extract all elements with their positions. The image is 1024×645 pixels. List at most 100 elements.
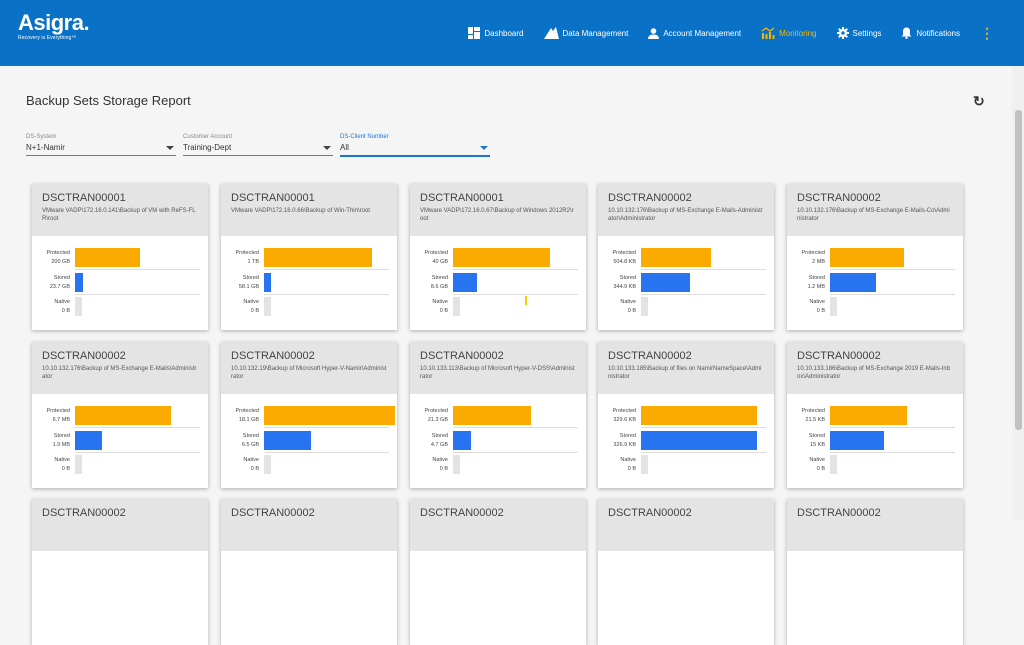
card-backup-set-path: 10.10.132.176\Backup of MS-Exchange E-Ma… [797, 208, 950, 222]
row-divider [641, 452, 766, 453]
nav-monitoring-label: Monitoring [779, 28, 817, 38]
backup-set-card[interactable]: DSCTRAN00002 [221, 499, 397, 645]
stored-label-group: Stored 326.9 KB [613, 432, 636, 450]
backup-set-card[interactable]: DSCTRAN00002 10.10.132.19\Backup of Micro… [221, 342, 397, 488]
row-divider [75, 452, 200, 453]
nav-dashboard[interactable]: Dashboard [468, 27, 524, 39]
protected-bar [641, 406, 757, 425]
nav-settings[interactable]: Settings [836, 27, 882, 39]
backup-set-card[interactable]: DSCTRAN00002 [32, 499, 208, 645]
chevron-down-icon [166, 146, 174, 150]
card-body: Protected 1 TB Stored 58.1 GB Native 0 B [221, 236, 397, 330]
nav-account-management[interactable]: Account Management [648, 27, 741, 39]
native-row: Native 0 B [221, 453, 397, 475]
protected-value: 1 TB [247, 259, 259, 265]
stored-value: 344.9 KB [613, 284, 636, 290]
gear-icon [836, 27, 849, 39]
card-backup-set-path: VMware VADP\172.16.0.67\Backup of Window… [420, 208, 574, 222]
card-backup-set-path: VMware VADP\172.16.0.66\Backup of Win-Th… [231, 208, 370, 214]
row-divider [453, 269, 578, 270]
brand-name: Asigra. [18, 10, 90, 35]
scrollbar-thumb[interactable] [1015, 110, 1022, 430]
card-client-name: DSCTRAN00002 [797, 350, 881, 362]
ds-system-value[interactable]: N+1-Namir [26, 143, 176, 156]
card-client-name: DSCTRAN00002 [797, 507, 881, 519]
card-header: DSCTRAN00002 [221, 499, 397, 551]
card-backup-set-path: 10.10.132.176\Backup of MS-Exchange E-Ma… [608, 208, 763, 222]
card-header: DSCTRAN00002 10.10.132.19\Backup of Micro… [221, 342, 397, 394]
row-divider [453, 452, 578, 453]
protected-label: Protected [235, 250, 259, 256]
native-label: Native [54, 457, 70, 463]
native-label-group: Native 0 B [54, 298, 70, 316]
ds-client-number-select[interactable]: DS-Client Number All [340, 134, 490, 157]
protected-label: Protected [424, 250, 448, 256]
card-header: DSCTRAN00002 10.10.132.176\Backup of MS-E… [787, 184, 963, 236]
top-navigation-bar: Asigra. Recovery is Everything™ Dashboar… [0, 0, 1024, 66]
stored-value: 58.1 GB [238, 284, 259, 290]
backup-set-card[interactable]: DSCTRAN00002 [410, 499, 586, 645]
nav-data-management[interactable]: Data Management [543, 27, 628, 39]
stored-label-group: Stored 344.9 KB [613, 274, 636, 292]
scrollbar[interactable] [1012, 66, 1024, 520]
bell-icon [901, 27, 912, 39]
protected-value: 18.1 GB [238, 417, 259, 423]
backup-set-card[interactable]: DSCTRAN00002 10.10.133.113\Backup of Micr… [410, 342, 586, 488]
nav-monitoring[interactable]: Monitoring [761, 27, 817, 39]
protected-row: Protected 2 MB [787, 246, 963, 270]
row-divider [264, 269, 389, 270]
native-value: 0 B [627, 308, 636, 314]
backup-set-card[interactable]: DSCTRAN00002 [787, 499, 963, 645]
backup-set-card[interactable]: DSCTRAN00002 10.10.133.185\Backup of file… [598, 342, 774, 488]
card-header: DSCTRAN00002 10.10.133.186\Backup of MS-E… [787, 342, 963, 394]
native-value: 0 B [250, 308, 259, 314]
backup-set-card[interactable]: DSCTRAN00001 VMware VADP\172.16.0.141\Bac… [32, 184, 208, 330]
stored-bar [453, 273, 477, 292]
native-label: Native [809, 457, 825, 463]
customer-account-value[interactable]: Training-Dept [183, 143, 333, 156]
backup-set-card[interactable]: DSCTRAN00002 10.10.133.186\Backup of MS-E… [787, 342, 963, 488]
asigra-logo[interactable]: Asigra. Recovery is Everything™ [18, 10, 90, 42]
ds-client-number-value[interactable]: All [340, 143, 490, 157]
card-header: DSCTRAN00001 VMware VADP\172.16.0.66\Back… [221, 184, 397, 236]
card-header: DSCTRAN00002 10.10.133.113\Backup of Micr… [410, 342, 586, 394]
card-body: Protected 40 GB Stored 8.6 GB Native 0 B [410, 236, 586, 330]
stored-label-group: Stored 58.1 GB [239, 274, 259, 292]
backup-set-card[interactable]: DSCTRAN00002 [598, 499, 774, 645]
card-client-name: DSCTRAN00002 [608, 507, 692, 519]
stored-label: Stored [619, 433, 636, 439]
backup-set-card[interactable]: DSCTRAN00001 VMware VADP\172.16.0.66\Back… [221, 184, 397, 330]
refresh-icon[interactable]: ↻ [973, 93, 985, 109]
more-vertical-icon[interactable]: ⋮ [980, 25, 994, 41]
nav-settings-label: Settings [852, 28, 882, 38]
native-value: 0 B [61, 308, 70, 314]
protected-label-group: Protected 21.5 KB [801, 407, 825, 425]
card-client-name: DSCTRAN00002 [608, 192, 692, 204]
ds-system-select[interactable]: DS-System N+1-Namir [26, 134, 176, 156]
backup-set-card[interactable]: DSCTRAN00002 10.10.132.176\Backup of MS-E… [598, 184, 774, 330]
backup-set-card[interactable]: DSCTRAN00001 VMware VADP\172.16.0.67\Back… [410, 184, 586, 330]
native-label-group: Native 0 B [620, 298, 636, 316]
stored-label: Stored [242, 275, 259, 281]
row-divider [641, 269, 766, 270]
native-value: 0 B [61, 466, 70, 472]
stored-row: Stored 15 KB [787, 429, 963, 453]
protected-label-group: Protected 6.7 MB [46, 407, 70, 425]
native-bar [641, 455, 648, 474]
nav-notifications[interactable]: Notifications [901, 27, 960, 39]
backup-set-card[interactable]: DSCTRAN00002 10.10.132.176\Backup of MS-E… [32, 342, 208, 488]
stored-value: 15 KB [810, 442, 825, 448]
protected-row: Protected 40 GB [410, 246, 586, 270]
card-header: DSCTRAN00002 [787, 499, 963, 551]
customer-account-select[interactable]: Customer Account Training-Dept [183, 134, 333, 156]
main-nav: Dashboard Data Management Account Manage… [468, 0, 1024, 66]
protected-label: Protected [801, 250, 825, 256]
nav-notifications-label: Notifications [916, 28, 960, 38]
stored-row: Stored 326.9 KB [598, 429, 774, 453]
row-divider [641, 427, 766, 428]
protected-label-group: Protected 2 MB [801, 249, 825, 267]
backup-set-card[interactable]: DSCTRAN00002 10.10.132.176\Backup of MS-E… [787, 184, 963, 330]
card-client-name: DSCTRAN00001 [42, 192, 126, 204]
card-client-name: DSCTRAN00002 [42, 507, 126, 519]
customer-account-selected: Training-Dept [183, 143, 232, 152]
